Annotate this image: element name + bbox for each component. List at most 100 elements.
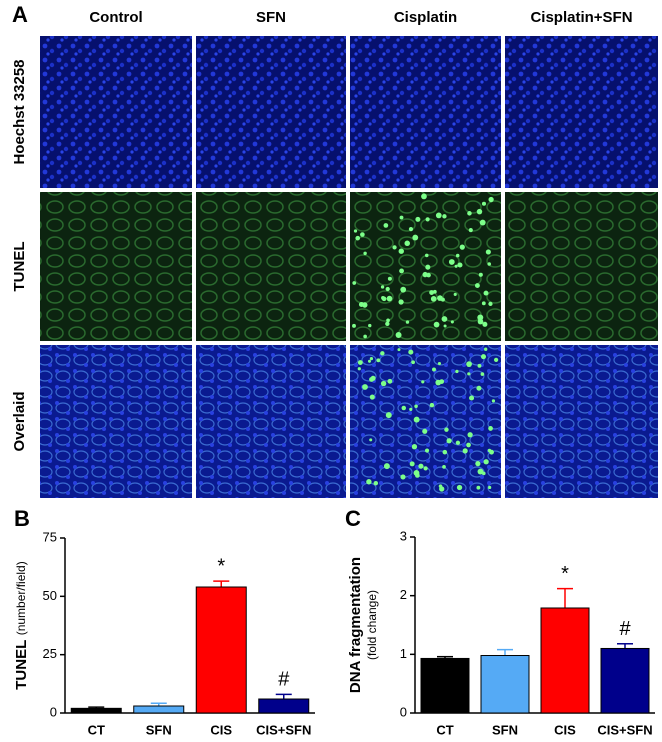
tunel-spot xyxy=(432,289,437,294)
significance-marker: # xyxy=(619,618,631,640)
tunel-spot xyxy=(488,196,494,203)
tunel-spot xyxy=(493,357,499,363)
tunel-spot xyxy=(360,232,365,237)
tunel-spot xyxy=(398,248,404,254)
tunel-spot xyxy=(448,259,455,265)
tunel-spot xyxy=(412,234,419,241)
tunel-spot xyxy=(369,394,375,400)
tunel-spot xyxy=(357,367,361,371)
tunel-spot xyxy=(455,253,460,258)
tunel-spot xyxy=(381,295,385,300)
tunel-spot xyxy=(352,281,357,285)
tunel-spot xyxy=(476,485,481,490)
tunel-spot xyxy=(399,215,404,220)
tunel-spot xyxy=(408,349,414,355)
tunel-spot xyxy=(485,249,491,255)
tunel-spot xyxy=(483,290,489,296)
tunel-spot xyxy=(421,380,425,384)
tunel-spot xyxy=(424,448,430,453)
tunel-spot xyxy=(480,372,485,376)
x-tick-label: SFN xyxy=(146,722,172,737)
tunel-spot xyxy=(415,473,420,478)
tunel-spot xyxy=(475,461,481,467)
column-header: Control xyxy=(89,9,142,26)
tunel-spot xyxy=(368,323,372,328)
micrograph xyxy=(196,36,346,188)
tunel-spot xyxy=(362,384,368,390)
x-tick-label: CIS+SFN xyxy=(597,722,652,737)
tunel-spot xyxy=(487,262,492,266)
tunel-spot xyxy=(488,426,493,431)
tunel-spot xyxy=(383,223,389,228)
tunel-spot xyxy=(443,324,447,328)
tunel-spot xyxy=(455,440,461,445)
tunel-spot xyxy=(469,395,475,401)
tunel-spot xyxy=(433,321,440,328)
x-tick-label: CIS xyxy=(554,722,576,737)
tunel-spot xyxy=(380,285,385,289)
tunel-spot xyxy=(352,323,356,328)
tunel-spot xyxy=(380,351,385,356)
tunel-spot xyxy=(399,268,404,274)
tunel-spot xyxy=(479,219,486,226)
tunel-spot xyxy=(383,463,390,470)
tunel-spot xyxy=(418,463,424,469)
tunel-spot xyxy=(363,334,367,339)
tunel-spot xyxy=(411,444,418,450)
tunel-spot xyxy=(369,377,374,382)
tunel-spot xyxy=(408,226,414,232)
tunel-spot xyxy=(409,461,415,467)
tunel-spot xyxy=(380,380,387,387)
micrograph xyxy=(505,36,658,188)
tunel-spot xyxy=(422,428,428,434)
tunel-spot xyxy=(482,321,488,327)
tunel-spot xyxy=(483,347,488,351)
y-axis-label: TUNEL (number/field) xyxy=(13,561,30,689)
tunel-spot xyxy=(404,240,410,247)
panel-label: A xyxy=(12,2,28,27)
tunel-spot xyxy=(413,416,420,423)
tunel-spot xyxy=(392,245,397,250)
tunel-spot xyxy=(446,438,452,444)
tunel-spot xyxy=(429,402,435,408)
tunel-spot xyxy=(454,264,458,268)
tunel-spot xyxy=(462,448,468,454)
tunel-spot xyxy=(424,253,429,258)
tunel-spot xyxy=(432,367,436,372)
tunel-spot xyxy=(376,358,381,363)
tunel-spot xyxy=(466,442,471,448)
y-tick-label: 1 xyxy=(400,646,407,661)
bar xyxy=(600,647,650,714)
bar xyxy=(480,655,530,714)
x-tick-label: SFN xyxy=(492,722,518,737)
tunel-spot xyxy=(387,378,393,384)
tunel-spot xyxy=(395,331,402,338)
bar xyxy=(70,707,122,714)
tunel-spot xyxy=(439,379,445,384)
column-header: Cisplatin xyxy=(394,9,457,26)
tunel-spot xyxy=(387,276,392,281)
tunel-spot xyxy=(468,228,473,233)
tunel-spot xyxy=(467,211,472,216)
tunel-spot xyxy=(353,229,358,233)
tunel-spot xyxy=(385,286,390,292)
y-tick-label: 0 xyxy=(50,704,57,719)
tunel-spot xyxy=(489,449,494,455)
tunel-spot xyxy=(430,296,437,302)
column-header: Cisplatin+SFN xyxy=(530,9,632,26)
tunel-spot xyxy=(477,363,482,368)
tunel-spot xyxy=(442,465,446,469)
tunel-spot xyxy=(415,216,421,222)
tunel-spot xyxy=(369,357,374,361)
tunel-spot xyxy=(437,361,442,366)
y-axis-title: TUNEL xyxy=(13,640,30,690)
significance-marker: # xyxy=(278,669,290,691)
tunel-spot xyxy=(400,286,407,293)
tunel-spot xyxy=(456,484,463,491)
bar xyxy=(133,705,185,714)
tunel-spot xyxy=(488,485,492,490)
micrograph xyxy=(196,345,346,498)
tunel-spot xyxy=(459,244,465,250)
tunel-spot xyxy=(400,474,406,480)
bar xyxy=(195,586,247,714)
